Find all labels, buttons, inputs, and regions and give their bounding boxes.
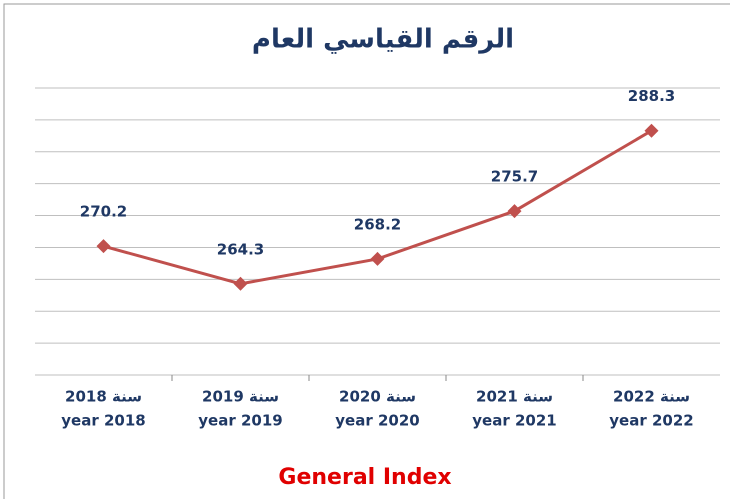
chart-title: الرقم القياسي العام bbox=[252, 25, 514, 55]
data-label: 275.7 bbox=[491, 168, 538, 186]
legend-label: General Index bbox=[278, 465, 451, 490]
data-label: 288.3 bbox=[628, 87, 675, 105]
x-tick-label: سنة 2019 bbox=[202, 388, 279, 406]
marker bbox=[370, 251, 385, 266]
x-tick-label: year 2020 bbox=[335, 412, 419, 430]
marker bbox=[233, 276, 248, 291]
x-tick-label: سنة 2021 bbox=[476, 388, 553, 406]
data-label: 270.2 bbox=[80, 203, 127, 221]
x-tick-label: سنة 2018 bbox=[65, 388, 142, 406]
marker bbox=[644, 123, 659, 138]
x-tick-label: سنة 2022 bbox=[613, 388, 690, 406]
x-tick-label: year 2022 bbox=[609, 412, 693, 430]
marker bbox=[507, 204, 522, 219]
x-tick-label: year 2019 bbox=[198, 412, 282, 430]
marker bbox=[96, 239, 111, 254]
x-tick-label: year 2021 bbox=[472, 412, 556, 430]
data-label: 268.2 bbox=[354, 215, 401, 233]
data-label: 264.3 bbox=[217, 240, 264, 258]
x-tick-label: year 2018 bbox=[61, 412, 145, 430]
x-tick-label: سنة 2020 bbox=[339, 388, 416, 406]
